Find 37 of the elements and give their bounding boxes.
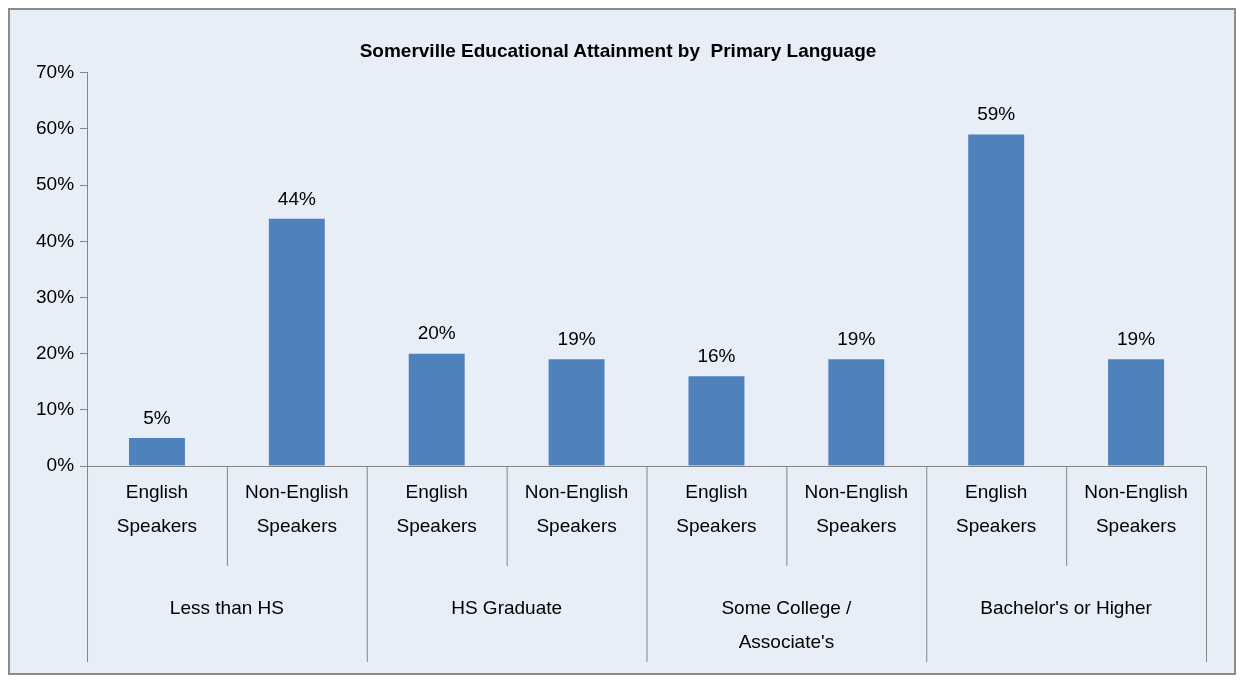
bar (268, 218, 325, 466)
bar (968, 134, 1025, 466)
text: Non-English Speakers (245, 481, 349, 537)
series-label: English Speakers (956, 481, 1037, 537)
x-tick-label: HS Graduate (451, 597, 563, 619)
y-tick-label: 70% (36, 61, 75, 83)
x-tick-label: Some College / Associate's (721, 597, 853, 653)
data-label: 16% (697, 344, 736, 366)
x-tick-label: Bachelor's or Higher (980, 597, 1153, 619)
data-label: 44% (277, 187, 316, 209)
text: English Speakers (116, 481, 198, 537)
y-tick-label: 10% (36, 398, 75, 420)
bar (828, 359, 885, 466)
data-label: 5% (143, 406, 171, 428)
text: English Speakers (676, 481, 757, 537)
text: English Speakers (396, 481, 477, 537)
data-label: 19% (1117, 328, 1156, 350)
bar (1108, 359, 1165, 466)
y-tick-label: 0% (46, 454, 75, 476)
data-label: 20% (417, 322, 456, 344)
x-tick-label: Less than HS (169, 597, 284, 619)
y-tick-label: 20% (36, 341, 75, 363)
data-label: 19% (837, 328, 876, 350)
bar (408, 353, 465, 466)
chart-title: Somerville Educational Attainment by Primary Language (359, 39, 877, 61)
y-tick-label: 40% (36, 229, 75, 251)
bar (688, 376, 745, 466)
data-label: 59% (977, 103, 1016, 125)
text: Non-English Speakers (1084, 481, 1188, 537)
bar (128, 437, 185, 466)
text: Non-English Speakers (804, 481, 909, 537)
y-tick-label: 60% (36, 117, 75, 139)
y-tick-label: 30% (36, 285, 75, 307)
y-tick-label: 50% (36, 173, 75, 195)
data-label: 19% (557, 328, 596, 350)
series-label: Non-English Speakers (524, 481, 629, 537)
bar (548, 359, 605, 466)
